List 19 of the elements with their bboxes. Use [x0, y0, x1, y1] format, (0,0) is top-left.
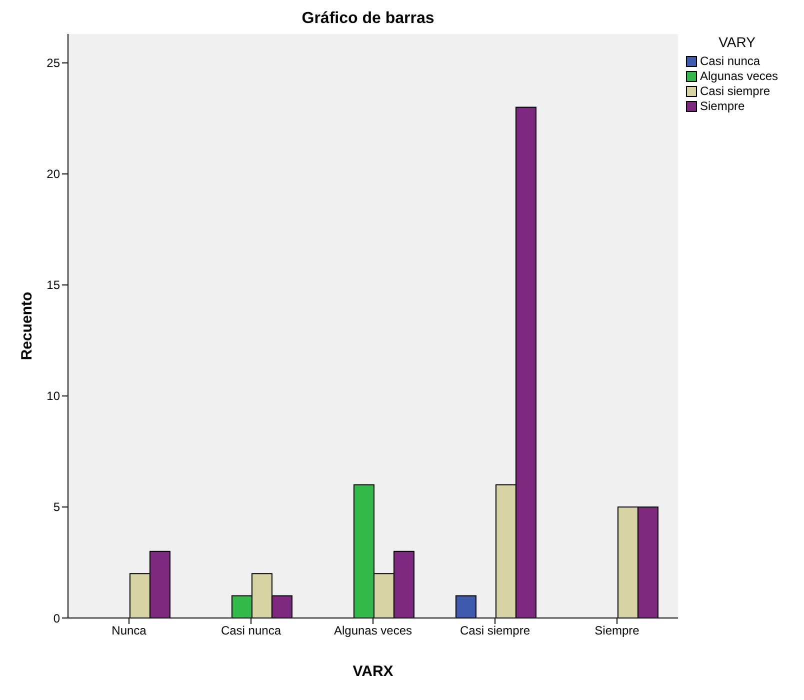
legend-label: Casi nunca: [700, 54, 760, 69]
y-tick-label: 20: [46, 167, 60, 182]
legend-label: Algunas veces: [700, 69, 778, 84]
chart-title: Gráfico de barras: [300, 10, 436, 28]
x-tick-label: Casi nunca: [220, 624, 282, 638]
x-tick-label: Algunas veces: [334, 624, 412, 638]
y-tick-label: 5: [53, 500, 60, 514]
x-tick-label: Siempre: [594, 624, 640, 638]
y-axis-title: Recuento: [18, 292, 36, 360]
legend-title: VARY: [718, 34, 756, 50]
y-tick-label: 10: [46, 389, 60, 404]
y-tick-label: 15: [46, 278, 60, 292]
y-tick-label: 25: [46, 56, 60, 70]
x-tick-label: Casi siempre: [460, 624, 530, 638]
legend-label: Siempre: [700, 99, 745, 114]
legend-label: Casi siempre: [700, 84, 770, 99]
x-tick-label: Nunca: [112, 624, 147, 638]
x-axis-title: VARX: [352, 663, 394, 680]
y-tick-label: 0: [53, 611, 60, 626]
